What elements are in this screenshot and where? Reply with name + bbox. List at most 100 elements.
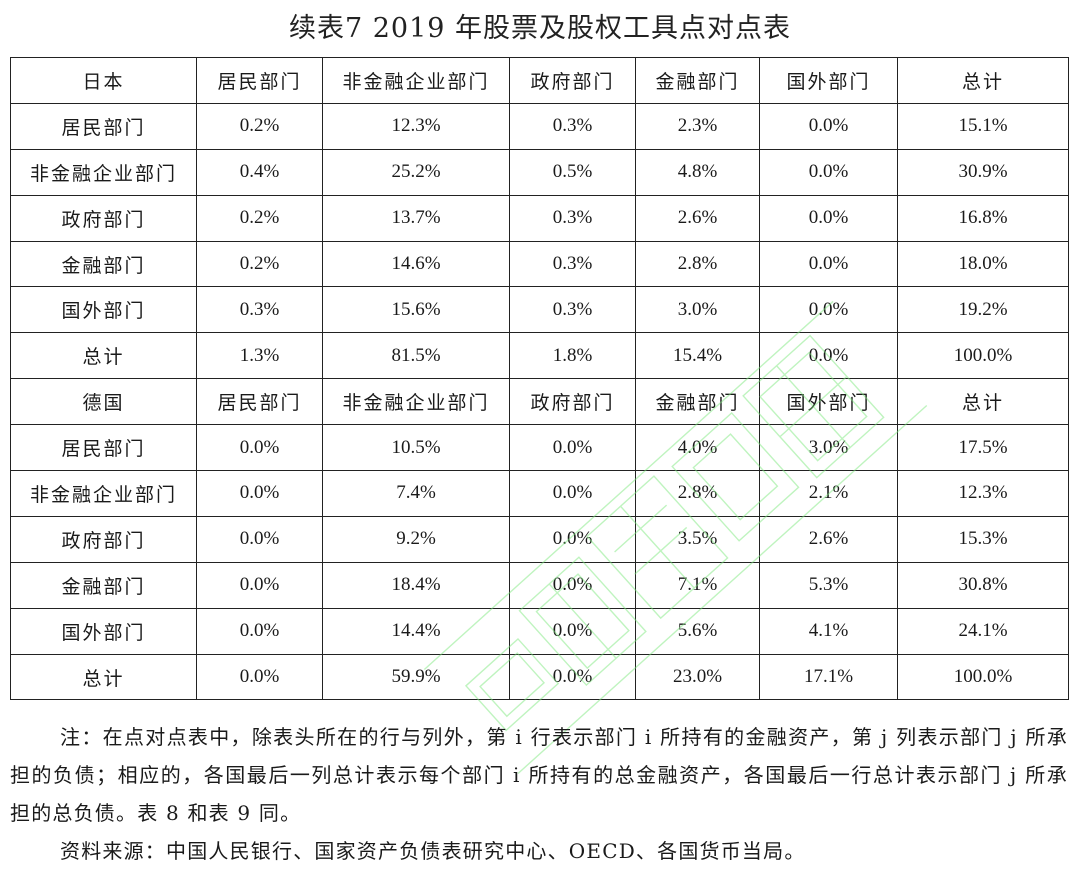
table-cell: 2.6% bbox=[635, 194, 760, 242]
table-cell: 17.5% bbox=[897, 424, 1069, 472]
table-cell: 18.0% bbox=[897, 240, 1069, 288]
table-cell: 0.0% bbox=[509, 561, 636, 609]
table-cell: 15.4% bbox=[635, 332, 760, 380]
row-label: 金融部门 bbox=[10, 561, 197, 609]
column-header: 金融部门 bbox=[635, 57, 760, 104]
table-cell: 12.3% bbox=[897, 470, 1069, 517]
table-cell: 0.2% bbox=[196, 194, 323, 242]
table-cell: 0.0% bbox=[759, 332, 898, 380]
table-cell: 16.8% bbox=[897, 194, 1069, 242]
table-cell: 0.3% bbox=[509, 194, 636, 242]
table-cell: 15.6% bbox=[322, 286, 510, 334]
row-label: 总计 bbox=[10, 332, 197, 380]
table-cell: 23.0% bbox=[635, 653, 760, 701]
table-cell: 7.1% bbox=[635, 561, 760, 609]
table-cell: 4.0% bbox=[635, 424, 760, 472]
table-cell: 0.0% bbox=[759, 194, 898, 242]
table-cell: 4.8% bbox=[635, 148, 760, 196]
table-cell: 5.6% bbox=[635, 607, 760, 655]
table-cell: 0.2% bbox=[196, 240, 323, 288]
section-header-row: 日本 居民部门 非金融企业部门 政府部门 金融部门 国外部门 总计 bbox=[10, 57, 1069, 104]
notes-block: 注：在点对点表中，除表头所在的行与列外，第 i 行表示部门 i 所持有的金融资产… bbox=[10, 718, 1068, 870]
point-to-point-table: 日本 居民部门 非金融企业部门 政府部门 金融部门 国外部门 总计 居民部门 0.2% 12.3%… bbox=[10, 57, 1069, 701]
table-cell: 0.0% bbox=[759, 286, 898, 334]
country-label: 日本 bbox=[10, 57, 197, 104]
table-cell: 3.0% bbox=[759, 424, 898, 472]
row-label: 非金融企业部门 bbox=[10, 148, 197, 196]
table-cell: 0.4% bbox=[196, 148, 323, 196]
table-cell: 81.5% bbox=[322, 332, 510, 380]
column-header: 国外部门 bbox=[759, 57, 898, 104]
table-row: 居民部门 0.2% 12.3% 0.3% 2.3% 0.0% 15.1% bbox=[10, 102, 1069, 150]
table-body: 日本 居民部门 非金融企业部门 政府部门 金融部门 国外部门 总计 居民部门 0.2% 12.3%… bbox=[10, 57, 1069, 701]
column-header: 金融部门 bbox=[635, 378, 760, 426]
column-header: 居民部门 bbox=[196, 378, 323, 426]
table-cell: 0.0% bbox=[509, 470, 636, 517]
table-cell: 0.3% bbox=[509, 240, 636, 288]
data-source: 资料来源：中国人民银行、国家资产负债表研究中心、OECD、各国货币当局。 bbox=[60, 839, 806, 863]
table-cell: 2.8% bbox=[635, 240, 760, 288]
table-cell: 4.1% bbox=[759, 607, 898, 655]
table-cell: 15.1% bbox=[897, 102, 1069, 150]
table-cell: 0.3% bbox=[509, 286, 636, 334]
table-row: 居民部门 0.0% 10.5% 0.0% 4.0% 3.0% 17.5% bbox=[10, 424, 1069, 472]
table-row: 总计 1.3% 81.5% 1.8% 15.4% 0.0% 100.0% bbox=[10, 332, 1069, 380]
table-row: 金融部门 0.0% 18.4% 0.0% 7.1% 5.3% 30.8% bbox=[10, 561, 1069, 609]
table-cell: 0.0% bbox=[759, 102, 898, 150]
column-header: 非金融企业部门 bbox=[322, 378, 510, 426]
table-cell: 2.8% bbox=[635, 470, 760, 517]
table-row: 国外部门 0.3% 15.6% 0.3% 3.0% 0.0% 19.2% bbox=[10, 286, 1069, 334]
row-label: 总计 bbox=[10, 653, 197, 701]
table-cell: 0.0% bbox=[509, 607, 636, 655]
table-cell: 0.0% bbox=[196, 607, 323, 655]
table-cell: 17.1% bbox=[759, 653, 898, 701]
table-cell: 0.0% bbox=[196, 470, 323, 517]
column-header: 总计 bbox=[897, 378, 1069, 426]
column-header: 总计 bbox=[897, 57, 1069, 104]
table-cell: 10.5% bbox=[322, 424, 510, 472]
row-label: 政府部门 bbox=[10, 515, 197, 563]
table-cell: 59.9% bbox=[322, 653, 510, 701]
table-cell: 0.0% bbox=[759, 240, 898, 288]
table-note: 注：在点对点表中，除表头所在的行与列外，第 i 行表示部门 i 所持有的金融资产… bbox=[10, 725, 1068, 825]
column-header: 居民部门 bbox=[196, 57, 323, 104]
table-cell: 100.0% bbox=[897, 332, 1069, 380]
table-cell: 3.0% bbox=[635, 286, 760, 334]
table-row: 国外部门 0.0% 14.4% 0.0% 5.6% 4.1% 24.1% bbox=[10, 607, 1069, 655]
section-header-row: 德国 居民部门 非金融企业部门 政府部门 金融部门 国外部门 总计 bbox=[10, 378, 1069, 426]
column-header: 政府部门 bbox=[509, 57, 636, 104]
table-cell: 0.0% bbox=[196, 424, 323, 472]
column-header: 非金融企业部门 bbox=[322, 57, 510, 104]
table-cell: 14.6% bbox=[322, 240, 510, 288]
table-cell: 15.3% bbox=[897, 515, 1069, 563]
table-cell: 18.4% bbox=[322, 561, 510, 609]
table-cell: 9.2% bbox=[322, 515, 510, 563]
table-cell: 25.2% bbox=[322, 148, 510, 196]
table-row: 总计 0.0% 59.9% 0.0% 23.0% 17.1% 100.0% bbox=[10, 653, 1069, 701]
country-label: 德国 bbox=[10, 378, 197, 426]
row-label: 国外部门 bbox=[10, 607, 197, 655]
table-cell: 0.0% bbox=[196, 653, 323, 701]
column-header: 国外部门 bbox=[759, 378, 898, 426]
table-row: 金融部门 0.2% 14.6% 0.3% 2.8% 0.0% 18.0% bbox=[10, 240, 1069, 288]
table-cell: 5.3% bbox=[759, 561, 898, 609]
table-cell: 0.0% bbox=[196, 515, 323, 563]
table-cell: 1.8% bbox=[509, 332, 636, 380]
table-cell: 19.2% bbox=[897, 286, 1069, 334]
table-cell: 0.3% bbox=[509, 102, 636, 150]
row-label: 国外部门 bbox=[10, 286, 197, 334]
table-cell: 12.3% bbox=[322, 102, 510, 150]
table-cell: 14.4% bbox=[322, 607, 510, 655]
table-cell: 13.7% bbox=[322, 194, 510, 242]
table-row: 非金融企业部门 0.0% 7.4% 0.0% 2.8% 2.1% 12.3% bbox=[10, 470, 1069, 517]
table-cell: 0.3% bbox=[196, 286, 323, 334]
table-row: 政府部门 0.2% 13.7% 0.3% 2.6% 0.0% 16.8% bbox=[10, 194, 1069, 242]
table-cell: 24.1% bbox=[897, 607, 1069, 655]
table-cell: 0.0% bbox=[509, 424, 636, 472]
table-cell: 0.0% bbox=[509, 653, 636, 701]
table-cell: 0.5% bbox=[509, 148, 636, 196]
row-label: 政府部门 bbox=[10, 194, 197, 242]
column-header: 政府部门 bbox=[509, 378, 636, 426]
table-cell: 2.1% bbox=[759, 470, 898, 517]
table-title: 续表7 2019 年股票及股权工具点对点表 bbox=[288, 13, 792, 44]
